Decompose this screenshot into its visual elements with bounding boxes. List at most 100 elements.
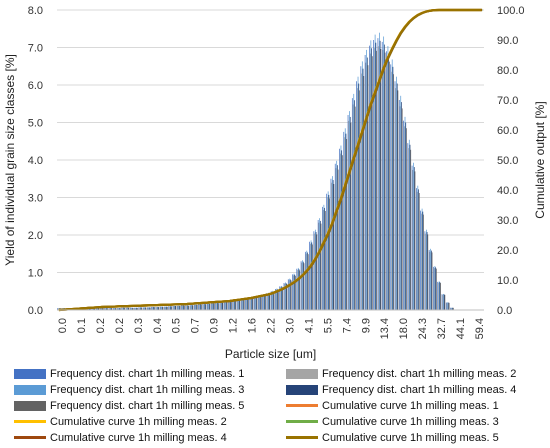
frequency-bar <box>112 308 114 311</box>
frequency-bar <box>269 293 271 310</box>
frequency-bar <box>110 308 111 310</box>
frequency-bar <box>413 162 414 310</box>
frequency-bar <box>149 307 150 310</box>
frequency-bar <box>344 128 346 310</box>
frequency-bar <box>252 297 254 310</box>
frequency-bar <box>242 298 244 310</box>
frequency-bar <box>357 76 359 311</box>
frequency-bar <box>300 261 302 310</box>
frequency-bar <box>142 307 144 311</box>
frequency-bar <box>251 297 253 310</box>
frequency-bar <box>319 218 320 310</box>
frequency-bar <box>292 274 293 311</box>
frequency-bar <box>366 49 367 311</box>
legend-label: Cumulative curve 1h milling meas. 5 <box>322 431 499 444</box>
legend-label: Cumulative curve 1h milling meas. 4 <box>50 431 227 444</box>
frequency-bar <box>381 41 383 311</box>
frequency-bar <box>221 302 222 310</box>
frequency-bar <box>273 291 274 310</box>
frequency-bar <box>181 305 183 310</box>
frequency-bar <box>271 291 273 310</box>
frequency-bar <box>317 220 319 310</box>
frequency-bar <box>215 302 217 311</box>
frequency-bar <box>179 306 181 310</box>
frequency-bar <box>416 191 418 310</box>
frequency-bar <box>384 52 386 310</box>
frequency-bar <box>396 83 398 310</box>
frequency-bar <box>151 307 152 310</box>
frequency-bar <box>322 209 324 310</box>
frequency-bar <box>187 305 189 310</box>
frequency-bar <box>375 42 377 310</box>
frequency-bar <box>336 160 338 310</box>
frequency-bar <box>272 290 273 311</box>
y2-tick-label: 90.0 <box>497 35 518 47</box>
frequency-bar <box>307 252 308 310</box>
frequency-bar <box>373 40 375 310</box>
frequency-bar <box>360 66 362 310</box>
frequency-bar <box>212 303 214 310</box>
frequency-bar <box>421 208 423 310</box>
x-tick-label: 32.7 <box>436 318 448 339</box>
frequency-bar <box>420 210 421 311</box>
frequency-bar <box>421 213 422 310</box>
frequency-bar <box>450 307 451 310</box>
frequency-bar <box>94 308 96 310</box>
frequency-bar <box>174 305 176 310</box>
frequency-bar <box>330 178 332 310</box>
x-tick-label: 9.9 <box>360 318 372 333</box>
frequency-bar <box>156 307 157 310</box>
frequency-bar <box>282 287 283 310</box>
frequency-bar <box>217 302 219 310</box>
frequency-bar <box>324 211 326 310</box>
frequency-bar <box>136 307 138 310</box>
frequency-bar <box>128 307 130 310</box>
frequency-bar <box>445 302 447 310</box>
frequency-bar <box>159 306 161 311</box>
frequency-bar <box>130 307 132 310</box>
frequency-bar <box>108 308 110 311</box>
legend-swatch <box>14 436 46 439</box>
frequency-bar <box>194 304 196 310</box>
frequency-bar <box>290 280 292 310</box>
frequency-bar <box>203 303 205 310</box>
y2-axis-ticks: 0.0 10.0 20.0 30.0 40.0 50.0 60.0 70.0 80.0 90.0 1… <box>497 5 525 317</box>
frequency-bar <box>425 229 427 310</box>
frequency-bar <box>260 296 262 310</box>
frequency-bar <box>302 261 304 310</box>
frequency-bar <box>100 308 102 310</box>
frequency-bar <box>410 149 412 310</box>
frequency-bar <box>285 282 286 310</box>
frequency-bar <box>265 295 266 310</box>
x-tick-label: 0.9 <box>209 318 221 333</box>
y2-axis-title: Cumulative output [%] <box>533 101 547 218</box>
frequency-bar <box>120 308 121 310</box>
frequency-bar <box>424 231 426 310</box>
frequency-bar <box>448 302 449 310</box>
y2-tick-label: 80.0 <box>497 65 518 77</box>
frequency-bar <box>339 153 341 310</box>
frequency-bar <box>241 299 243 310</box>
frequency-bar <box>235 300 237 310</box>
frequency-bar <box>88 308 90 310</box>
frequency-bar <box>230 301 232 310</box>
frequency-bar <box>122 307 124 310</box>
y2-tick-label: 0.0 <box>497 305 512 317</box>
frequency-bar <box>165 306 167 310</box>
frequency-bar <box>98 308 100 310</box>
frequency-bar <box>342 155 343 310</box>
frequency-bar <box>164 306 166 310</box>
frequency-bar <box>387 46 389 310</box>
frequency-bar <box>245 298 246 310</box>
legend-label: Frequency dist. chart 1h milling meas. 4 <box>322 383 517 396</box>
frequency-bar <box>431 252 433 310</box>
frequency-bar <box>403 120 404 311</box>
frequency-bar <box>170 306 172 310</box>
frequency-bar <box>96 308 98 310</box>
frequency-bar <box>354 100 355 311</box>
frequency-bar <box>290 279 291 310</box>
frequency-bar <box>256 297 258 310</box>
frequency-bar <box>388 53 390 311</box>
frequency-bar <box>354 106 356 310</box>
frequency-bar <box>279 286 281 311</box>
